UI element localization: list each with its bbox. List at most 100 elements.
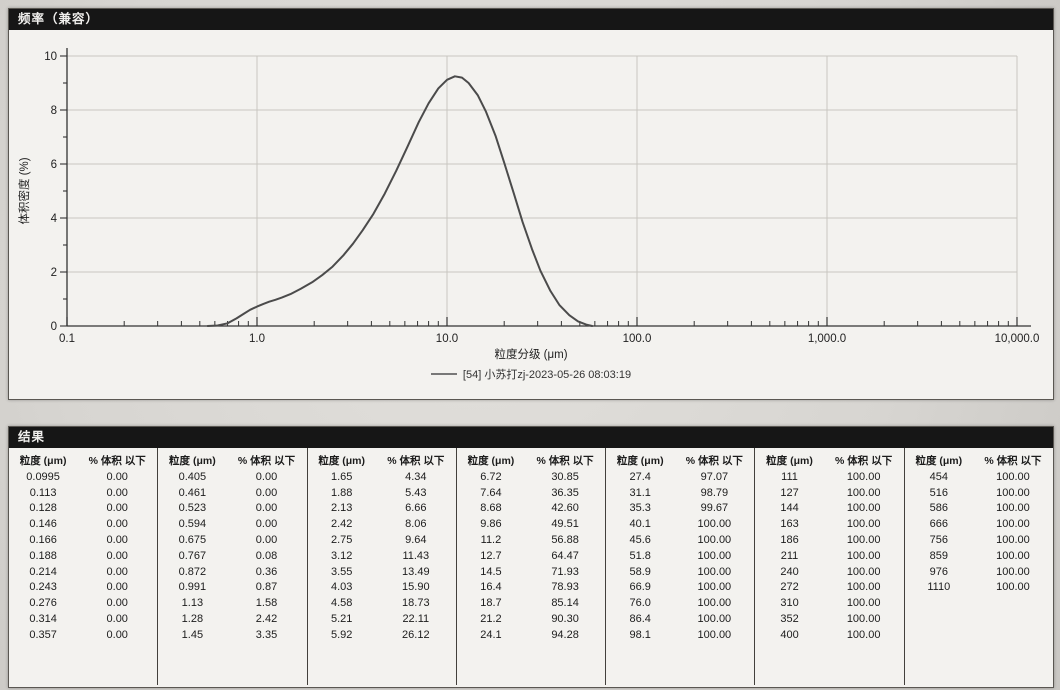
table-row: 0.214 0.00 [9, 564, 157, 580]
size-value: 272 [780, 581, 799, 594]
table-row: 0.128 0.00 [9, 501, 157, 517]
size-header: 粒度 (μm) [915, 454, 963, 467]
volume-under-value: 4.34 [405, 470, 427, 483]
table-row: 859 100.00 [905, 548, 1053, 564]
table-row: 0.146 0.00 [9, 516, 157, 532]
volume-under-value: 100.00 [846, 486, 881, 499]
table-row: 9.86 49.51 [457, 516, 605, 532]
table-row: 111 100.00 [755, 469, 903, 485]
volume-under-value: 0.00 [106, 518, 128, 531]
volume-under-value: 100.00 [846, 613, 881, 626]
size-value: 31.1 [629, 486, 651, 499]
results-column-group: 粒度 (μm) % 体积 以下 0.405 0.00 0.461 0.00 0.523 0.0… [158, 448, 308, 685]
volume-under-value: 94.28 [551, 628, 579, 641]
volume-under-value: 100.00 [846, 470, 881, 483]
table-header-row: 粒度 (μm) % 体积 以下 [9, 451, 157, 469]
x-axis-label: 粒度分级 (μm) [494, 349, 568, 361]
size-value: 0.405 [178, 470, 207, 483]
size-value: 976 [929, 565, 948, 578]
size-value: 3.12 [330, 549, 353, 562]
size-value: 240 [780, 565, 799, 578]
volume-under-value: 100.00 [846, 549, 881, 562]
volume-under-value: 13.49 [402, 565, 430, 578]
size-value: 11.2 [480, 534, 502, 547]
size-value: 1.45 [181, 628, 204, 641]
table-row: 454 100.00 [905, 469, 1053, 485]
size-value: 12.7 [480, 549, 502, 562]
volume-under-value: 0.00 [106, 534, 128, 547]
size-value: 9.86 [480, 518, 502, 531]
volume-under-value: 0.00 [106, 470, 128, 483]
size-value: 516 [929, 486, 948, 499]
size-value: 186 [780, 534, 799, 547]
volume-under-value: 0.00 [106, 565, 128, 578]
volume-under-value: 100.00 [846, 597, 881, 610]
table-row: 86.4 100.00 [606, 611, 754, 627]
size-value: 1.88 [330, 486, 353, 499]
table-row: 27.4 97.07 [606, 469, 754, 485]
table-row: 0.991 0.87 [158, 580, 306, 596]
table-row: 21.2 90.30 [457, 611, 605, 627]
table-row: 186 100.00 [755, 532, 903, 548]
volume-under-value: 42.60 [551, 502, 579, 515]
table-row: 18.7 85.14 [457, 595, 605, 611]
size-value: 35.3 [629, 502, 651, 515]
results-column-group: 粒度 (μm) % 体积 以下 454 100.00 516 100.00 586 100.0… [905, 448, 1053, 685]
size-value: 1.28 [181, 613, 204, 626]
size-value: 0.113 [29, 486, 57, 499]
size-value: 5.21 [330, 613, 353, 626]
table-row: 66.9 100.00 [606, 580, 754, 596]
volume-under-value: 99.67 [700, 502, 729, 515]
table-row: 310 100.00 [755, 595, 903, 611]
y-tick-label: 6 [51, 159, 57, 171]
volume-under-value: 0.00 [106, 486, 128, 499]
table-row: 1110 100.00 [905, 580, 1053, 596]
table-header-row: 粒度 (μm) % 体积 以下 [158, 451, 306, 469]
table-row: 1.28 2.42 [158, 611, 306, 627]
volume-under-value: 100.00 [697, 597, 732, 610]
volume-under-header: % 体积 以下 [984, 454, 1042, 467]
table-row: 0.461 0.00 [158, 485, 306, 501]
volume-under-value: 0.00 [255, 502, 278, 515]
table-row: 0.523 0.00 [158, 501, 306, 517]
volume-under-value: 18.73 [402, 597, 430, 610]
table-row: 756 100.00 [905, 532, 1053, 548]
size-value: 0.214 [29, 565, 57, 578]
size-value: 8.68 [480, 502, 502, 515]
volume-under-value: 56.88 [551, 534, 579, 547]
size-value: 14.5 [480, 565, 502, 578]
table-row: 0.357 0.00 [9, 627, 157, 643]
frequency-chart: 0 2 4 6 8 10 0.1 1.0 10.0 100.0 1,000.0 10,000.0 [44, 48, 1039, 345]
size-value: 127 [780, 486, 799, 499]
volume-under-header: % 体积 以下 [237, 454, 296, 467]
table-row: 12.7 64.47 [457, 548, 605, 564]
table-row: 240 100.00 [755, 564, 903, 580]
volume-under-value: 6.66 [405, 502, 427, 515]
volume-under-value: 11.43 [402, 549, 430, 562]
size-value: 111 [781, 470, 798, 483]
size-value: 2.13 [330, 502, 353, 515]
x-tick-label: 0.1 [59, 333, 75, 345]
table-row: 0.872 0.36 [158, 564, 306, 580]
table-row: 3.55 13.49 [308, 564, 456, 580]
volume-under-value: 0.00 [106, 581, 128, 594]
table-row: 1.88 5.43 [308, 485, 456, 501]
size-value: 0.188 [29, 549, 57, 562]
table-row: 0.405 0.00 [158, 469, 306, 485]
size-value: 352 [780, 613, 799, 626]
y-tick-label: 2 [51, 267, 57, 279]
chart-legend: [54] 小苏打zj-2023-05-26 08:03:19 [9, 366, 1053, 382]
table-header-row: 粒度 (μm) % 体积 以下 [606, 451, 754, 469]
volume-under-header: % 体积 以下 [387, 454, 445, 467]
table-header-row: 粒度 (μm) % 体积 以下 [308, 451, 456, 469]
size-value: 0.166 [29, 534, 57, 547]
x-tick-label: 10.0 [436, 333, 458, 345]
table-row: 24.1 94.28 [457, 627, 605, 643]
size-value: 98.1 [629, 628, 651, 641]
size-value: 0.767 [178, 549, 207, 562]
size-value: 16.4 [480, 581, 502, 594]
size-value: 163 [780, 518, 799, 531]
table-row: 4.58 18.73 [308, 595, 456, 611]
table-row: 11.2 56.88 [457, 532, 605, 548]
size-header: 粒度 (μm) [766, 454, 813, 467]
